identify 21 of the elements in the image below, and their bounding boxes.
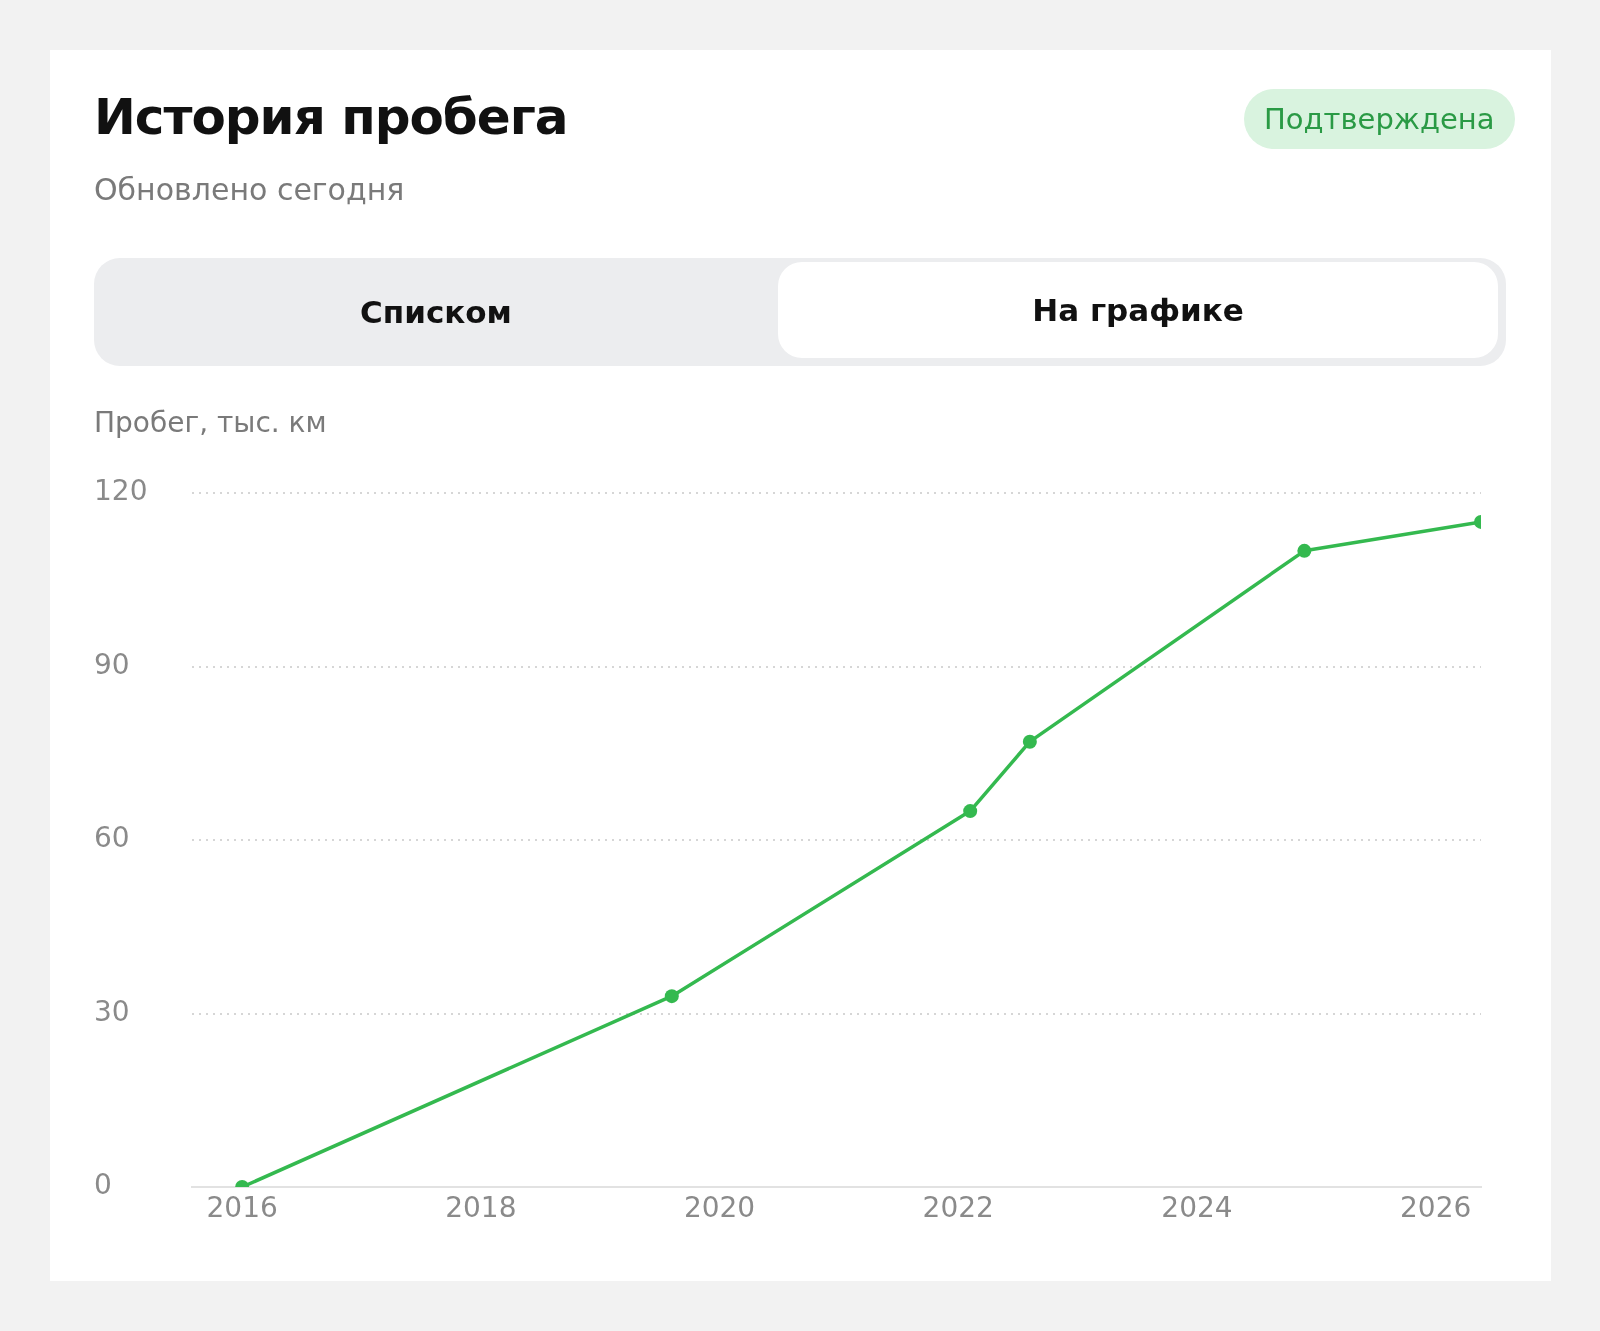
text: На графике: [778, 262, 1498, 358]
x-tick-label: 2022: [922, 1191, 994, 1225]
x-tick-label: 2026: [1400, 1191, 1472, 1225]
text: Списком: [359, 293, 513, 332]
text: Подтверждена: [1244, 89, 1515, 149]
y-tick-label: 30: [94, 994, 130, 1028]
y-tick-label: 0: [94, 1168, 112, 1202]
point: [963, 804, 978, 819]
x-tick-label: 2020: [683, 1191, 756, 1225]
y-axis-title: Пробег, тыс. км: [94, 406, 327, 439]
x-tick-label: 2018: [445, 1191, 517, 1225]
point: [1022, 734, 1037, 749]
chart-subtitle: Обновлено сегодня: [94, 172, 405, 207]
y-tick-label: 90: [94, 647, 130, 681]
point: [664, 989, 679, 1004]
y-tick-label: 120: [94, 474, 148, 508]
point: [1297, 543, 1312, 558]
x-tick-label: 2016: [206, 1191, 278, 1225]
y-tick-label: 60: [94, 821, 130, 855]
chart-title: История пробега: [94, 88, 568, 146]
x-tick-label: 2024: [1161, 1191, 1233, 1225]
